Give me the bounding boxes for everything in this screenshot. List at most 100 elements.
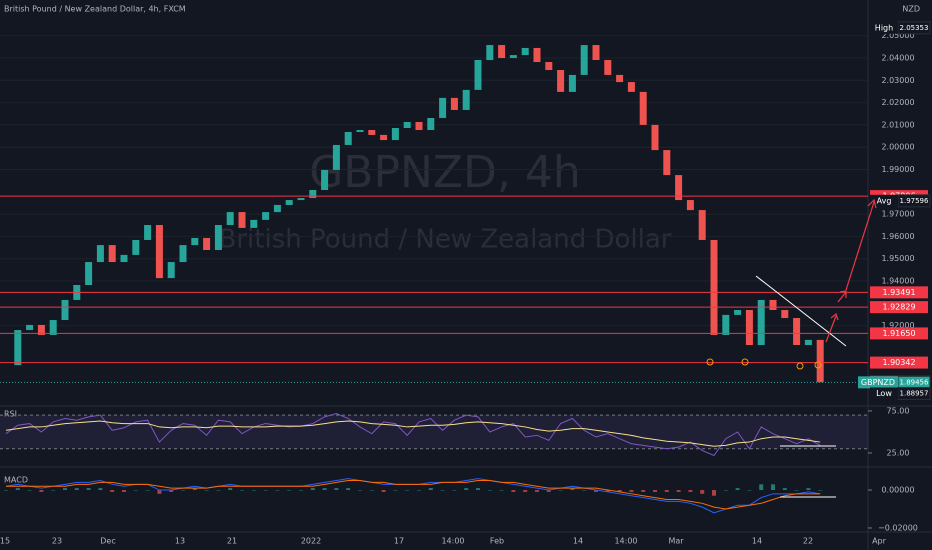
price-label-name-box xyxy=(870,387,898,400)
price-label-value: 1.88957 xyxy=(900,389,929,397)
macd-histogram-bar xyxy=(605,490,610,492)
candle xyxy=(238,212,246,228)
currency: NZD xyxy=(902,5,920,14)
macd-histogram-bar xyxy=(27,490,32,491)
candle xyxy=(450,97,458,110)
macd-histogram-bar xyxy=(86,488,91,491)
drawings xyxy=(706,198,877,498)
candle xyxy=(26,324,34,331)
price-label-value: 1.89456 xyxy=(900,378,929,386)
x-tick-label: Feb xyxy=(490,537,504,546)
x-tick-label: 15 xyxy=(0,537,10,546)
candle xyxy=(391,128,399,141)
y-tick-label: 2.02000 xyxy=(881,98,914,107)
y-tick-label: 1.99000 xyxy=(881,165,914,174)
candle xyxy=(568,74,576,92)
marker xyxy=(706,358,714,366)
macd-histogram-bar xyxy=(464,488,469,491)
x-tick-label: 17 xyxy=(394,537,404,546)
rsi-line xyxy=(5,420,821,447)
candle xyxy=(498,45,506,58)
macd-histogram-bar xyxy=(381,490,386,492)
macd-histogram-bar xyxy=(181,490,185,491)
macd-histogram-bar xyxy=(275,490,280,491)
candle xyxy=(698,210,706,240)
candle xyxy=(191,237,199,246)
x-tick-label: 14:00 xyxy=(441,537,464,546)
chart-title: British Pound / New Zealand Dollar, 4h, … xyxy=(4,5,186,14)
macd-histogram-bar xyxy=(523,490,528,492)
macd-histogram-bar xyxy=(417,490,421,491)
candle xyxy=(203,237,211,251)
y-tick-label: 25.00 xyxy=(887,448,910,457)
y-tick-label: 2.05000 xyxy=(881,31,914,40)
macd-histogram-bar xyxy=(322,488,327,491)
macd-histogram-bar xyxy=(782,488,787,491)
candle xyxy=(604,59,612,75)
macd-histogram-bar xyxy=(641,490,646,492)
macd-histogram-bar xyxy=(629,490,634,492)
macd-histogram-bar xyxy=(428,488,433,491)
price-label-name: GBPNZD xyxy=(861,378,895,387)
macd-histogram-bar xyxy=(98,488,103,491)
level-label: 1.91650 xyxy=(882,329,915,338)
macd-histogram-bar xyxy=(594,490,598,492)
candle xyxy=(344,132,352,145)
macd-histogram-bar xyxy=(240,490,244,491)
macd-histogram-bar xyxy=(405,490,410,491)
macd-histogram-bar xyxy=(535,490,539,492)
trend-line xyxy=(755,275,847,347)
macd-histogram-bar xyxy=(63,488,67,491)
macd-histogram-bar xyxy=(476,488,480,491)
candle xyxy=(250,219,258,228)
candle xyxy=(49,320,57,335)
y-tick-label: 0.00000 xyxy=(881,486,914,495)
macd-histogram-bar xyxy=(228,488,233,491)
candle xyxy=(273,204,281,213)
marker xyxy=(814,361,822,369)
marker xyxy=(741,358,749,366)
macd-histogram-bar xyxy=(299,490,303,491)
macd-histogram-bar xyxy=(287,490,292,491)
price-label-name-box xyxy=(870,21,898,34)
macd-histogram-bar xyxy=(169,490,174,492)
y-tick-label: 75.00 xyxy=(887,406,910,415)
x-tick-label: 13 xyxy=(175,537,185,546)
price-label-name: Avg xyxy=(877,196,892,205)
watermark-subtitle: British Pound / New Zealand Dollar xyxy=(219,225,672,255)
x-tick-label: Mar xyxy=(668,537,684,546)
macd-histogram-bar xyxy=(499,490,504,491)
y-tick-label: 2.01000 xyxy=(881,120,914,129)
macd-histogram-bar xyxy=(452,490,457,491)
candle xyxy=(804,339,812,346)
candle xyxy=(309,190,317,199)
candle xyxy=(96,245,104,263)
candle xyxy=(745,309,753,346)
price-label-name: Low xyxy=(876,389,892,398)
candle xyxy=(509,55,517,58)
candle xyxy=(533,47,541,62)
level-box xyxy=(870,286,928,299)
candle xyxy=(167,262,175,279)
candle xyxy=(132,239,140,255)
candle xyxy=(710,239,718,335)
candle xyxy=(816,339,824,383)
candle xyxy=(37,324,45,335)
level-label: 1.92829 xyxy=(882,303,915,312)
y-tick-label: 2.04000 xyxy=(881,53,914,62)
macd-histogram-bar xyxy=(310,488,315,491)
macd-histogram-bar xyxy=(334,488,339,491)
x-tick-label: 14 xyxy=(752,537,762,546)
candle xyxy=(734,309,742,315)
level-box xyxy=(870,327,928,340)
candle xyxy=(592,45,600,60)
candle xyxy=(686,200,694,211)
candle xyxy=(545,61,553,71)
macd-label: MACD xyxy=(4,476,28,485)
x-tick-label: 22 xyxy=(803,537,813,546)
price-label-name: High xyxy=(875,23,893,32)
x-tick-label: 23 xyxy=(52,537,62,546)
candle xyxy=(474,59,482,90)
candle xyxy=(427,117,435,131)
watermark: GBPNZD, 4h xyxy=(309,147,581,198)
